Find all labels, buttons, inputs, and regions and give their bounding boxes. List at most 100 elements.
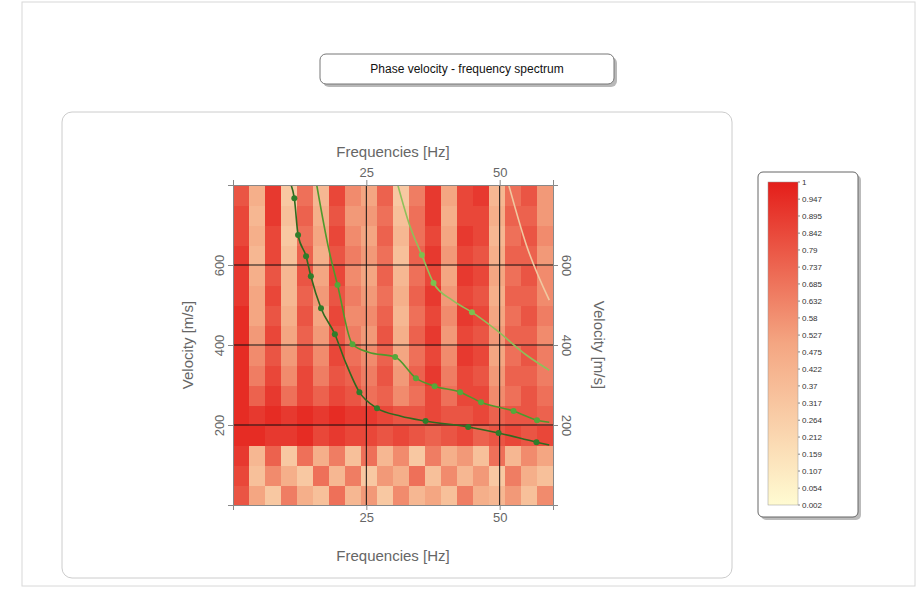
colorbar-tick (798, 283, 800, 284)
heat-cell (313, 365, 330, 386)
heat-cell (345, 445, 362, 466)
heat-cell (521, 345, 538, 366)
heat-cell (457, 465, 474, 486)
heat-cell (457, 325, 474, 346)
colorbar-tick (798, 505, 800, 506)
heat-cell (425, 305, 442, 326)
heat-cell (361, 425, 378, 446)
heat-cell (425, 345, 442, 366)
heat-cell (233, 365, 250, 386)
heat-cell (473, 205, 490, 226)
heat-cell (361, 485, 378, 505)
heat-cell (425, 445, 442, 466)
colorbar-label: 0.58 (802, 314, 818, 323)
heat-cell (473, 445, 490, 466)
tick: 400 (553, 335, 574, 357)
heat-cell (249, 245, 266, 266)
picked-point (511, 408, 517, 414)
heat-cell (489, 385, 506, 406)
heat-cell (377, 385, 394, 406)
colorbar-tick (798, 385, 800, 386)
heat-cell (377, 425, 394, 446)
tick: 25 (360, 505, 374, 525)
heat-cell (329, 405, 346, 426)
heat-cell (537, 285, 553, 306)
heat-cell (425, 245, 442, 266)
heatmap (233, 185, 553, 505)
picked-point (374, 405, 380, 411)
heat-cell (313, 185, 330, 206)
tick-label: 25 (360, 510, 374, 525)
heat-cell (409, 425, 426, 446)
heat-cell (345, 405, 362, 426)
heat-cell (489, 365, 506, 386)
heat-cell (489, 225, 506, 246)
heat-cell (441, 245, 458, 266)
heat-cell (345, 385, 362, 406)
heat-cell (297, 245, 314, 266)
picked-point (335, 282, 341, 288)
x-axis-title-bottom: Frequencies [Hz] (336, 547, 449, 564)
heat-cell (505, 445, 522, 466)
colorbar-tick (798, 437, 800, 438)
colorbar-label: 0.317 (802, 399, 823, 408)
heat-cell (489, 185, 506, 206)
heat-cell (521, 325, 538, 346)
heat-cell (537, 325, 553, 346)
heat-cell (233, 425, 250, 446)
heat-cell (361, 225, 378, 246)
heat-cell (313, 345, 330, 366)
heat-cell (313, 425, 330, 446)
heat-cell (297, 365, 314, 386)
heat-cell (409, 285, 426, 306)
picked-point (392, 354, 398, 360)
heat-cell (233, 305, 250, 326)
colorbar-label: 0.475 (802, 348, 823, 357)
picked-point (308, 273, 314, 279)
picked-point (295, 232, 301, 238)
heat-cell (281, 285, 298, 306)
colorbar-ticks: 10.9470.8950.8420.790.7370.6850.6320.580… (798, 178, 823, 510)
colorbar-tick (798, 471, 800, 472)
heat-cell (393, 465, 410, 486)
colorbar-tick (798, 488, 800, 489)
heat-cell (249, 425, 266, 446)
heat-cell (425, 365, 442, 386)
axis-line (228, 186, 234, 506)
heat-cell (329, 385, 346, 406)
y-grid-line (233, 345, 553, 346)
colorbar (768, 182, 798, 505)
x-axis-title-top: Frequencies [Hz] (336, 143, 449, 160)
heat-cell (473, 405, 490, 426)
heat-cell (521, 445, 538, 466)
heat-cell (265, 385, 282, 406)
heat-cell (505, 405, 522, 426)
heat-cell (313, 305, 330, 326)
colorbar-label: 0.685 (802, 280, 823, 289)
plot-panel (62, 112, 732, 578)
picked-point (469, 309, 475, 315)
heat-cell (249, 225, 266, 246)
heat-cell (457, 245, 474, 266)
picked-point (478, 399, 484, 405)
dispersion-curve (291, 185, 549, 445)
heat-cell (313, 265, 330, 286)
heat-cell (265, 185, 282, 206)
dispersion-curve (317, 185, 550, 422)
heat-cell (249, 305, 266, 326)
dispersion-curve (398, 185, 549, 370)
heat-cell (249, 345, 266, 366)
y-grid-line (233, 265, 553, 266)
tick-label: 600 (212, 255, 227, 277)
y-axis-title-left: Velocity [m/s] (179, 301, 196, 389)
tick-mark (366, 180, 367, 185)
heat-cell (345, 265, 362, 286)
colorbar-tick (798, 454, 800, 455)
y-axis-title-right: Velocity [m/s] (591, 301, 608, 389)
page-frame (22, 2, 915, 586)
heat-cell (329, 285, 346, 306)
heat-cell (329, 185, 346, 206)
heat-cell (537, 445, 553, 466)
heat-cell (457, 205, 474, 226)
heat-cell (265, 225, 282, 246)
